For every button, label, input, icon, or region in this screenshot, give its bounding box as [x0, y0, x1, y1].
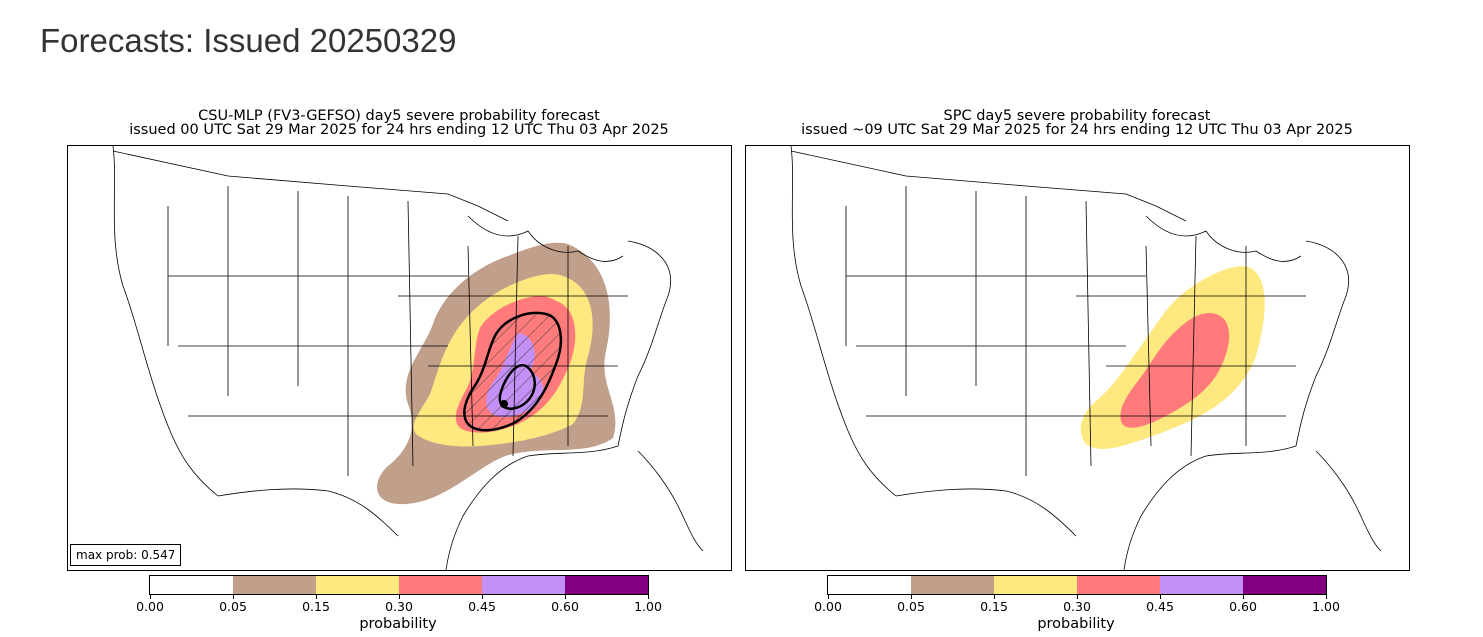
left-state-lines-2 [168, 275, 628, 417]
left-title-line2: issued 00 UTC Sat 29 Mar 2025 for 24 hrs… [129, 122, 669, 138]
left-colorbar-tickmark [648, 595, 649, 599]
left-coastline-west [112, 146, 219, 497]
right-title-line2: issued ~09 UTC Sat 29 Mar 2025 for 24 hr… [801, 122, 1353, 138]
left-florida [637, 450, 704, 552]
left-colorbar-tick-label: 0.00 [136, 599, 164, 614]
right-colorbar-tickmark [1243, 595, 1244, 599]
page-title: Forecasts: Issued 20250329 [40, 22, 457, 59]
right-coastline-east [1295, 240, 1349, 447]
left-great-lakes [467, 215, 624, 262]
right-colorbar-tickmark [911, 595, 912, 599]
right-basemap [790, 146, 1382, 570]
right-florida [1315, 450, 1382, 552]
left-mexico-border [217, 488, 399, 537]
right-colorbar-tick-label: 0.60 [1229, 599, 1257, 614]
right-colorbar-segment [911, 576, 994, 594]
left-basemap [112, 146, 704, 570]
right-colorbar-tickmark [828, 595, 829, 599]
left-colorbar-label: probability [359, 616, 437, 632]
left-colorbar-tickmark [482, 595, 483, 599]
left-title-line1: CSU-MLP (FV3-GEFSO) day5 severe probabil… [198, 108, 600, 124]
left-colorbar-tick-label: 0.45 [468, 599, 496, 614]
right-colorbar-segment [994, 576, 1077, 594]
right-state-lines-2 [846, 275, 1306, 417]
right-colorbar-tick-label: 0.00 [814, 599, 842, 614]
left-colorbar-tick-label: 0.30 [385, 599, 413, 614]
left-colorbar-tickmark [565, 595, 566, 599]
left-colorbar [149, 575, 649, 595]
left-map: max prob: 0.547 [67, 145, 732, 571]
left-sig-severe-inner [498, 364, 536, 410]
right-canada-border [790, 150, 1187, 222]
right-colorbar-segment [1077, 576, 1160, 594]
left-colorbar-tickmark [150, 595, 151, 599]
left-colorbar-tick-label: 0.60 [551, 599, 579, 614]
right-prob-30-area [1120, 312, 1230, 428]
right-colorbar-segment [828, 576, 911, 594]
max-prob-label: max prob: 0.547 [70, 544, 182, 566]
right-panel-title: SPC day5 severe probability forecast iss… [745, 108, 1409, 138]
right-colorbar-tickmark [1077, 595, 1078, 599]
right-title-line1: SPC day5 severe probability forecast [943, 108, 1211, 124]
right-colorbar-tick-label: 0.15 [980, 599, 1008, 614]
right-colorbar-tick-label: 1.00 [1312, 599, 1340, 614]
right-colorbar-tick-label: 0.05 [897, 599, 925, 614]
left-colorbar-segment [482, 576, 565, 594]
right-colorbar-tickmark [994, 595, 995, 599]
right-colorbar-tickmark [1160, 595, 1161, 599]
right-gulf-coast [1123, 445, 1297, 570]
left-canada-border [112, 150, 509, 222]
left-colorbar-segment [150, 576, 233, 594]
left-colorbar-tickmark [316, 595, 317, 599]
left-colorbar-segment [316, 576, 399, 594]
right-mexico-border [895, 488, 1077, 537]
right-state-lines-1 [845, 186, 1092, 476]
right-map [745, 145, 1410, 571]
right-coastline-west [790, 146, 897, 497]
left-max-prob-marker [500, 400, 508, 408]
right-state-lines-3 [1145, 235, 1247, 457]
right-colorbar-tickmark [1326, 595, 1327, 599]
left-state-lines-1 [167, 186, 414, 476]
left-gulf-coast [445, 445, 619, 570]
right-map-svg [790, 146, 1382, 570]
left-map-svg [112, 146, 704, 570]
right-colorbar-tick-label: 0.45 [1146, 599, 1174, 614]
left-panel-title: CSU-MLP (FV3-GEFSO) day5 severe probabil… [67, 108, 731, 138]
left-coastline-east [617, 240, 671, 447]
left-colorbar-tick-label: 0.15 [302, 599, 330, 614]
right-colorbar-label: probability [1037, 616, 1115, 632]
left-colorbar-tick-label: 0.05 [219, 599, 247, 614]
left-state-lines-3 [467, 235, 569, 457]
right-great-lakes [1145, 215, 1302, 262]
left-colorbar-tickmark [399, 595, 400, 599]
right-colorbar [827, 575, 1327, 595]
left-colorbar-segment [399, 576, 482, 594]
left-colorbar-segment [565, 576, 648, 594]
left-colorbar-segment [233, 576, 316, 594]
left-colorbar-tickmark [233, 595, 234, 599]
right-colorbar-tick-label: 0.30 [1063, 599, 1091, 614]
right-colorbar-segment [1243, 576, 1326, 594]
left-colorbar-tick-label: 1.00 [634, 599, 662, 614]
right-colorbar-segment [1160, 576, 1243, 594]
